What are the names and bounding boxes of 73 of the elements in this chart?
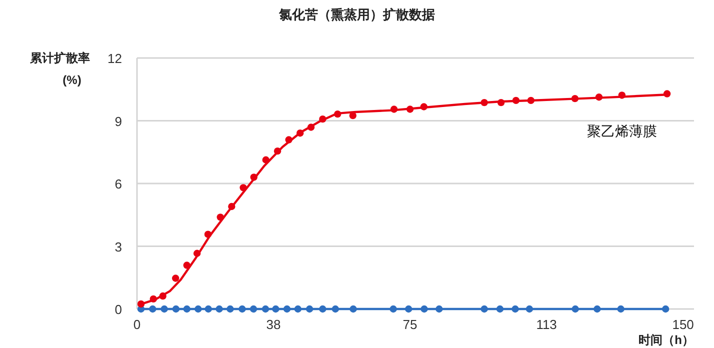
- x-tick-label: 75: [402, 317, 418, 332]
- point: [194, 305, 202, 313]
- point: [183, 262, 190, 269]
- point: [512, 96, 520, 104]
- point: [420, 305, 428, 313]
- point: [238, 305, 246, 313]
- point: [150, 295, 157, 303]
- point: [274, 147, 282, 155]
- point: [296, 129, 304, 137]
- x-axis-title: 时间（h）: [638, 333, 694, 347]
- y-tick-label: 3: [114, 239, 122, 254]
- point: [240, 184, 247, 192]
- point: [319, 305, 326, 313]
- point: [406, 106, 414, 113]
- point: [319, 115, 326, 123]
- point: [420, 103, 428, 110]
- series-label: 聚乙烯薄膜: [587, 122, 658, 139]
- point: [497, 98, 505, 106]
- point: [595, 94, 603, 101]
- point: [334, 110, 342, 118]
- point: [571, 94, 579, 102]
- point: [332, 305, 340, 313]
- point: [159, 292, 166, 300]
- point: [618, 92, 626, 99]
- point: [404, 305, 412, 313]
- point: [390, 305, 397, 313]
- point: [350, 305, 357, 313]
- x-tick-label: 113: [536, 317, 557, 332]
- y-axis-title: 累计扩散率 (%): [29, 51, 90, 87]
- point: [228, 202, 236, 210]
- point: [272, 305, 280, 313]
- point: [294, 305, 302, 313]
- point: [285, 136, 292, 144]
- point: [262, 305, 270, 313]
- point: [204, 305, 212, 313]
- point: [160, 305, 168, 313]
- point: [617, 305, 624, 313]
- y-tick-label: 6: [114, 176, 122, 192]
- chart-title: 氯化苦（熏蒸用）扩散数据: [278, 7, 435, 22]
- point: [436, 305, 443, 313]
- point: [390, 106, 398, 113]
- x-tick-label: 38: [266, 317, 281, 332]
- point: [226, 305, 234, 313]
- point: [512, 305, 519, 313]
- y-tick-label: 12: [108, 51, 122, 66]
- point: [594, 305, 601, 313]
- point: [662, 305, 670, 313]
- y-tick-label: 9: [114, 114, 122, 129]
- point: [172, 305, 180, 313]
- point: [496, 305, 504, 313]
- point: [526, 305, 534, 313]
- point: [572, 305, 579, 313]
- point: [306, 305, 314, 313]
- point: [527, 96, 535, 104]
- point: [172, 274, 180, 282]
- point: [183, 305, 190, 313]
- point: [480, 98, 488, 106]
- point: [283, 305, 291, 313]
- point: [216, 305, 223, 313]
- point: [204, 230, 212, 238]
- point: [193, 250, 201, 257]
- point: [480, 305, 488, 313]
- point: [262, 156, 270, 164]
- y-tick-label: 0: [114, 302, 122, 317]
- point: [663, 90, 671, 98]
- point: [149, 305, 156, 313]
- x-tick-label: 0: [133, 317, 141, 332]
- point: [250, 305, 258, 313]
- point: [137, 300, 145, 308]
- x-tick-label: 150: [672, 317, 694, 332]
- point: [250, 174, 258, 181]
- point: [216, 214, 224, 221]
- point: [307, 124, 315, 131]
